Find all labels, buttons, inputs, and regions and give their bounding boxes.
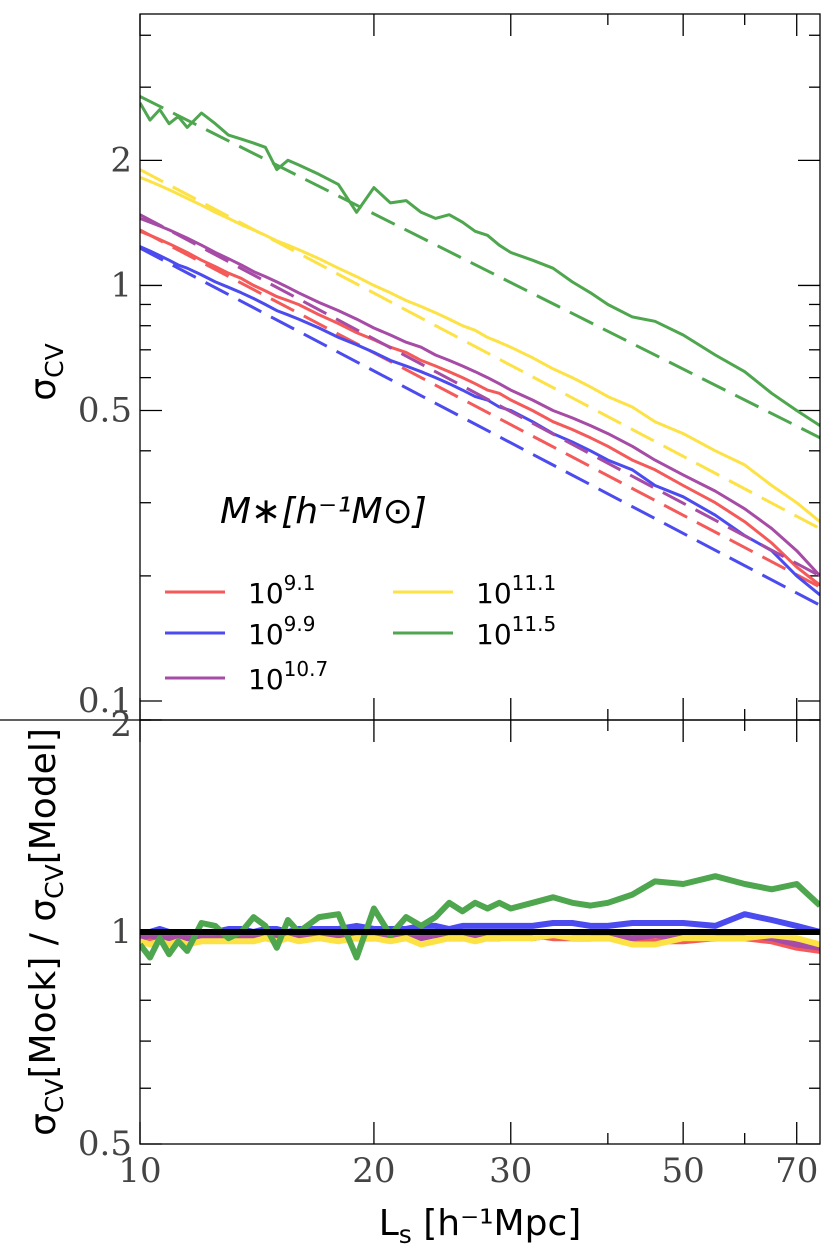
top-y-tick-label: 2 xyxy=(110,140,132,180)
top-panel: 0.1 0.5 1 2 xyxy=(0,13,821,721)
mock-line-10-10-7 xyxy=(140,216,820,577)
bottom-y-tick-label: 2 xyxy=(110,705,132,745)
legend-label-10-10-7: 1010.7 xyxy=(248,657,328,696)
bottom-y-tick-label: 0.5 xyxy=(78,1124,132,1164)
top-y-axis-label: σCV xyxy=(23,343,69,400)
mock-line-10-9-1 xyxy=(140,229,820,587)
bottom-panel: 0.5 1 2 10 20 30 50 70 xyxy=(78,705,821,1191)
x-tick-label: 10 xyxy=(118,1151,161,1191)
bottom-y-axis-label: σCV[Mock] / σCV[Model] xyxy=(23,728,69,1136)
x-axis-label: Ls [h⁻¹Mpc] xyxy=(379,1203,582,1249)
mock-line-10-11-5 xyxy=(140,102,820,427)
model-line-10-9-1 xyxy=(140,228,820,589)
legend-label-10-9-9: 109.9 xyxy=(248,612,315,651)
axis-labels: σCV σCV[Mock] / σCV[Model] Ls [h⁻¹Mpc] xyxy=(23,343,581,1249)
ratio-line-10-11-1 xyxy=(140,932,820,948)
bottom-frame xyxy=(139,719,821,1145)
top-frame xyxy=(139,13,821,721)
mock-line-10-9-9 xyxy=(140,245,820,597)
bottom-y-tick-label: 1 xyxy=(110,912,132,952)
top-y-tick-label: 0.5 xyxy=(78,391,132,431)
top-series-group xyxy=(140,95,820,607)
model-line-10-11-5 xyxy=(140,95,820,440)
legend-label-10-11-1: 1011.1 xyxy=(476,571,556,610)
x-tick-label: 70 xyxy=(775,1151,818,1191)
bottom-series-group xyxy=(140,873,820,961)
x-tick-label: 30 xyxy=(489,1151,532,1191)
top-y-tick-label: 1 xyxy=(110,265,132,305)
legend-title: M∗[h⁻¹M⊙] xyxy=(220,491,427,532)
model-line-10-9-9 xyxy=(140,246,820,607)
legend-label-10-9-1: 109.1 xyxy=(248,571,315,610)
x-tick-label: 50 xyxy=(662,1151,705,1191)
x-tick-label: 20 xyxy=(352,1151,395,1191)
top-y-tick-label: 0.1 xyxy=(78,681,132,721)
mock-line-10-11-1 xyxy=(140,176,820,523)
model-line-10-10-7 xyxy=(140,213,820,578)
ratio-line-10-11-5 xyxy=(140,873,820,961)
legend-label-10-11-5: 1011.5 xyxy=(476,612,556,651)
